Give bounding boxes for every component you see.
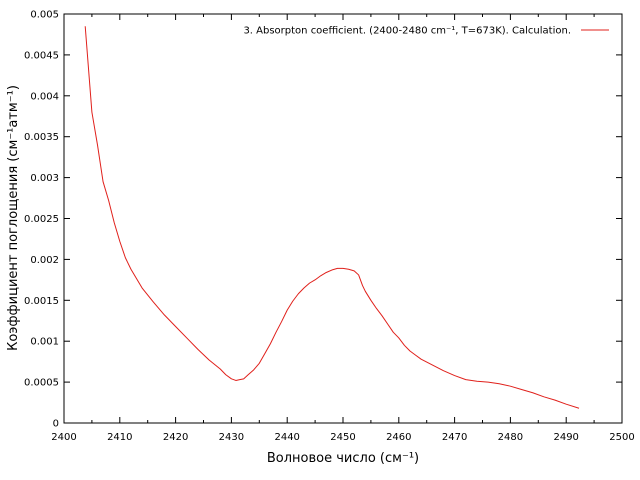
- x-tick-label: 2470: [442, 432, 467, 443]
- y-tick-label: 0.005: [30, 10, 59, 21]
- x-tick-label: 2410: [107, 432, 132, 443]
- y-tick-label: 0.004: [30, 91, 59, 102]
- y-tick-label: 0: [53, 419, 59, 430]
- x-tick-label: 2450: [330, 432, 355, 443]
- tick-marks: [63, 13, 623, 424]
- y-axis-title: Коэффициент поглощения (см⁻¹атм⁻¹): [6, 85, 21, 351]
- x-tick-labels: 2400 2410 2420 2430 2440 2450 2460 2470 2480 2490…: [51, 432, 634, 443]
- y-tick-label: 0.0035: [24, 132, 59, 143]
- x-tick-label: 2490: [553, 432, 578, 443]
- y-tick-label: 0.0005: [24, 378, 59, 389]
- series-line-1: [84, 26, 580, 409]
- x-tick-label: 2400: [51, 432, 76, 443]
- y-tick-label: 0.003: [30, 173, 59, 184]
- x-tick-label: 2460: [386, 432, 411, 443]
- legend: 3. Absorpton coefficient. (2400-2480 cm⁻…: [243, 26, 609, 37]
- series-layer: [84, 26, 580, 409]
- x-tick-label: 2430: [219, 432, 244, 443]
- x-axis-title: Волновое число (см⁻¹): [267, 451, 419, 466]
- y-tick-label: 0.001: [30, 337, 59, 348]
- x-tick-label: 2440: [274, 432, 299, 443]
- y-tick-labels: 0 0.0005 0.001 0.0015 0.002 0.0025 0.003 0.0035…: [24, 10, 59, 430]
- legend-label: 3. Absorpton coefficient. (2400-2480 cm⁻…: [243, 26, 571, 37]
- y-tick-label: 0.0045: [24, 50, 59, 61]
- y-tick-label: 0.0025: [24, 214, 59, 225]
- x-tick-label: 2480: [498, 432, 523, 443]
- x-tick-label: 2420: [163, 432, 188, 443]
- x-tick-label: 2500: [609, 432, 634, 443]
- y-tick-label: 0.002: [30, 255, 59, 266]
- y-tick-label: 0.0015: [24, 296, 59, 307]
